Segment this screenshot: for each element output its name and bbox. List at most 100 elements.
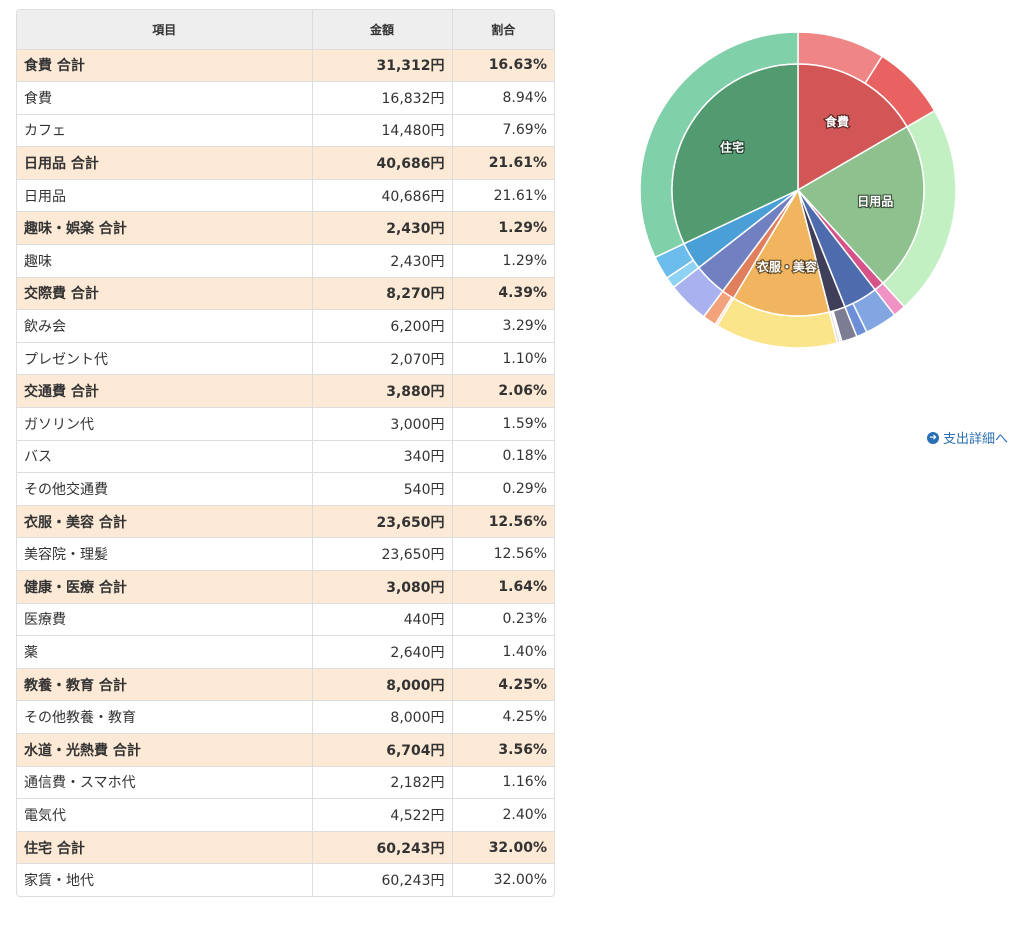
cell-item: 日用品 <box>17 179 313 213</box>
cell-item: バス <box>17 440 313 474</box>
cell-amount: 6,200円 <box>312 309 453 343</box>
table-row: ガソリン代 3,000円 1.59% <box>17 407 554 441</box>
cell-item: 美容院・理髪 <box>17 537 313 571</box>
pie-label-住宅: 住宅 <box>720 140 744 155</box>
cell-ratio: 1.29% <box>452 244 554 278</box>
cell-amount: 4,522円 <box>312 798 453 832</box>
cell-amount: 3,000円 <box>312 407 453 441</box>
table-row-total: 健康・医療 合計 3,080円 1.64% <box>17 570 554 604</box>
cell-item: 日用品 合計 <box>17 146 313 180</box>
cell-amount: 6,704円 <box>312 733 453 767</box>
cell-amount: 3,880円 <box>312 374 453 409</box>
cell-ratio: 8.94% <box>452 81 554 115</box>
inner-slice-食費[interactable] <box>797 63 909 192</box>
cell-ratio: 21.61% <box>452 179 554 213</box>
pie-label-日用品: 日用品 <box>857 194 893 208</box>
table-row-total: 交通費 合計 3,880円 2.06% <box>17 374 554 409</box>
cell-ratio: 1.29% <box>452 211 554 246</box>
table-row: 趣味 2,430円 1.29% <box>17 244 554 278</box>
cell-ratio: 0.23% <box>452 603 554 637</box>
cell-ratio: 21.61% <box>452 146 554 180</box>
cell-amount: 23,650円 <box>312 537 453 571</box>
cell-item: 飲み会 <box>17 309 313 343</box>
cell-ratio: 0.18% <box>452 440 554 474</box>
cell-item: 交際費 合計 <box>17 277 313 311</box>
table-row-total: 交際費 合計 8,270円 4.39% <box>17 277 554 311</box>
table-row: 日用品 40,686円 21.61% <box>17 179 554 213</box>
table-row: 食費 16,832円 8.94% <box>17 81 554 115</box>
cell-ratio: 0.29% <box>452 472 554 506</box>
cell-ratio: 1.64% <box>452 570 554 604</box>
inner-slice-衣服-美容[interactable] <box>732 188 831 317</box>
cell-amount: 31,312円 <box>312 49 453 83</box>
expense-table: 項目 金額 割合 食費 合計 31,312円 16.63% 食費 16,832円 8.94… <box>17 10 554 897</box>
cell-amount: 8,270円 <box>312 277 453 311</box>
cell-ratio: 1.59% <box>452 407 554 441</box>
cell-ratio: 32.00% <box>452 831 554 865</box>
inner-slice-日用品[interactable] <box>796 125 925 285</box>
table-row: その他教養・教育 8,000円 4.25% <box>17 700 554 734</box>
cell-item: 食費 合計 <box>17 49 313 83</box>
table-row-total: 教養・教育 合計 8,000円 4.25% <box>17 668 554 702</box>
cell-amount: 8,000円 <box>312 700 453 734</box>
cell-amount: 40,686円 <box>312 146 453 180</box>
cell-amount: 2,070円 <box>312 342 453 376</box>
cell-item: 電気代 <box>17 798 313 832</box>
cell-item: 趣味・娯楽 合計 <box>17 211 313 246</box>
cell-amount: 8,000円 <box>312 668 453 702</box>
cell-item: 水道・光熱費 合計 <box>17 733 313 767</box>
circle-arrow-right-icon: ➜ <box>927 431 939 444</box>
cell-item: 衣服・美容 合計 <box>17 505 313 539</box>
cell-item: その他交通費 <box>17 472 313 506</box>
cell-ratio: 1.40% <box>452 635 554 669</box>
cell-item: 医療費 <box>17 603 313 637</box>
cell-item: 食費 <box>17 81 313 115</box>
cell-amount: 540円 <box>312 472 453 506</box>
table-row-total: 日用品 合計 40,686円 21.61% <box>17 146 554 180</box>
pie-label-衣服-美容: 衣服・美容 <box>757 259 817 274</box>
cell-amount: 2,640円 <box>312 635 453 669</box>
table-row: 薬 2,640円 1.40% <box>17 635 554 669</box>
table-row: その他交通費 540円 0.29% <box>17 472 554 506</box>
table-row: 飲み会 6,200円 3.29% <box>17 309 554 343</box>
cell-amount: 2,430円 <box>312 244 453 278</box>
cell-item: その他教養・教育 <box>17 700 313 734</box>
expense-detail-link-label: 支出詳細へ <box>943 432 1009 447</box>
cell-item: 趣味 <box>17 244 313 278</box>
cell-item: 健康・医療 合計 <box>17 570 313 604</box>
table-row: 家賃・地代 60,243円 32.00% <box>17 863 554 897</box>
cell-ratio: 3.56% <box>452 733 554 767</box>
cell-item: 薬 <box>17 635 313 669</box>
cell-ratio: 2.06% <box>452 374 554 409</box>
expense-detail-link[interactable]: ➜ 支出詳細へ <box>927 428 1008 447</box>
cell-item: 教養・教育 合計 <box>17 668 313 702</box>
table-row: プレゼント代 2,070円 1.10% <box>17 342 554 376</box>
cell-amount: 3,080円 <box>312 570 453 604</box>
inner-slice-住宅[interactable] <box>671 63 799 245</box>
cell-item: ガソリン代 <box>17 407 313 441</box>
table-header-row: 項目 金額 割合 <box>17 10 554 50</box>
cell-ratio: 4.39% <box>452 277 554 311</box>
cell-amount: 40,686円 <box>312 179 453 213</box>
table-row: カフェ 14,480円 7.69% <box>17 114 554 148</box>
header-ratio: 割合 <box>452 10 554 50</box>
table-row: バス 340円 0.18% <box>17 440 554 474</box>
cell-item: 家賃・地代 <box>17 863 313 897</box>
pie-label-食費: 食費 <box>824 114 849 129</box>
header-item: 項目 <box>17 10 313 50</box>
cell-ratio: 7.69% <box>452 114 554 148</box>
cell-amount: 440円 <box>312 603 453 637</box>
cell-amount: 2,182円 <box>312 766 453 800</box>
cell-ratio: 12.56% <box>452 505 554 539</box>
cell-amount: 2,430円 <box>312 211 453 246</box>
cell-item: カフェ <box>17 114 313 148</box>
cell-item: プレゼント代 <box>17 342 313 376</box>
cell-amount: 14,480円 <box>312 114 453 148</box>
table-row: 電気代 4,522円 2.40% <box>17 798 554 832</box>
cell-ratio: 12.56% <box>452 537 554 571</box>
table-row-total: 食費 合計 31,312円 16.63% <box>17 49 554 83</box>
cell-amount: 60,243円 <box>312 831 453 865</box>
cell-amount: 60,243円 <box>312 863 453 897</box>
cell-ratio: 4.25% <box>452 668 554 702</box>
